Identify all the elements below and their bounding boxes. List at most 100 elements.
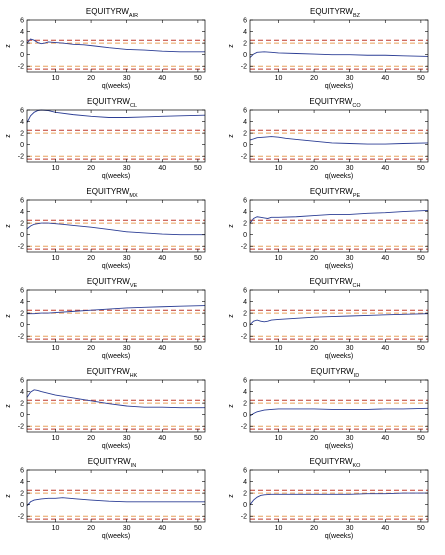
chart-title-main: EQUITYRW	[87, 367, 130, 376]
plot-frame	[26, 109, 206, 163]
y-tick-label: 0	[243, 232, 247, 239]
y-tick-label: 0	[20, 142, 24, 149]
chart-title-main: EQUITYRW	[88, 457, 131, 466]
x-tick-label: 10	[52, 525, 60, 532]
y-tick-label: 6	[20, 198, 24, 205]
chart-title-subscript: MX	[129, 193, 138, 199]
y-axis-label: z	[5, 224, 12, 228]
y-axis-label: z	[228, 134, 235, 138]
y-tick-label: 0	[20, 322, 24, 329]
subplot-ko: EQUITYRWKO -2 0 2 4 6 10 20 30 40 50 q(weeks) z	[228, 457, 429, 540]
y-tick-label: 6	[20, 18, 24, 25]
x-tick-label: 10	[275, 165, 283, 172]
chart-title: EQUITYRWIN	[88, 457, 136, 469]
subplot-id: EQUITYRWID -2 0 2 4 6 10 20 30 40 50 q(weeks) z	[228, 367, 429, 450]
x-tick-label: 40	[158, 435, 166, 442]
series-line	[249, 51, 429, 58]
x-tick-label: 10	[275, 75, 283, 82]
x-tick-label: 40	[381, 525, 389, 532]
chart-title-subscript: VE	[130, 283, 138, 289]
y-tick-label: 6	[20, 378, 24, 385]
x-tick-label: 40	[158, 255, 166, 262]
x-tick-label: 50	[194, 435, 202, 442]
x-tick-label: 30	[123, 255, 131, 262]
chart-title-subscript: BZ	[353, 13, 361, 19]
y-axis-label: z	[5, 314, 12, 318]
chart-title-main: EQUITYRW	[310, 457, 353, 466]
x-tick-label: 10	[52, 165, 60, 172]
x-axis-label: q(weeks)	[102, 263, 130, 270]
subplot-ch: EQUITYRWCH -2 0 2 4 6 10 20 30 40 50 q(weeks) z	[228, 277, 429, 360]
x-axis-label: q(weeks)	[325, 353, 353, 360]
chart-title: EQUITYRWHK	[87, 367, 138, 379]
y-tick-label: 4	[20, 209, 24, 216]
chart-title: EQUITYRWAIR	[86, 7, 138, 19]
chart-title: EQUITYRWKO	[310, 457, 362, 469]
x-tick-label: 50	[194, 75, 202, 82]
y-tick-label: 2	[20, 401, 24, 408]
x-tick-label: 20	[310, 435, 318, 442]
plot-frame	[249, 199, 429, 253]
chart-title-subscript: CL	[130, 103, 137, 109]
y-tick-label: 2	[243, 131, 247, 138]
x-tick-label: 40	[381, 165, 389, 172]
y-tick-label: 0	[20, 52, 24, 59]
y-tick-label: 6	[243, 18, 247, 25]
chart-title-subscript: HK	[130, 373, 138, 379]
x-tick-label: 20	[87, 75, 95, 82]
series-line	[249, 407, 429, 417]
y-tick-label: 0	[243, 502, 247, 509]
x-tick-label: 10	[275, 345, 283, 352]
y-tick-label: 4	[20, 479, 24, 486]
y-tick-label: 6	[20, 108, 24, 115]
y-tick-label: 2	[243, 491, 247, 498]
chart-title: EQUITYRWVE	[87, 277, 138, 289]
chart-title: EQUITYRWMX	[86, 187, 138, 199]
y-tick-label: 0	[243, 52, 247, 59]
y-tick-label: 4	[243, 119, 247, 126]
y-tick-label: -2	[241, 244, 247, 251]
chart-title: EQUITYRWID	[311, 367, 359, 379]
x-axis-label: q(weeks)	[102, 173, 130, 180]
x-axis-label: q(weeks)	[102, 443, 130, 450]
x-axis-label: q(weeks)	[325, 263, 353, 270]
x-tick-label: 20	[87, 435, 95, 442]
chart-title-main: EQUITYRW	[87, 97, 130, 106]
y-tick-label: 2	[243, 311, 247, 318]
chart-title: EQUITYRWCL	[87, 97, 137, 109]
subplot-mx: EQUITYRWMX -2 0 2 4 6 10 20 30 40 50 q(weeks) z	[5, 187, 206, 270]
x-tick-label: 20	[310, 255, 318, 262]
x-tick-label: 50	[194, 525, 202, 532]
x-tick-label: 20	[310, 165, 318, 172]
subplot-co: EQUITYRWCO -2 0 2 4 6 10 20 30 40 50 q(weeks) z	[228, 97, 429, 180]
x-tick-label: 40	[381, 435, 389, 442]
x-axis-label: q(weeks)	[325, 533, 353, 540]
series-line	[26, 38, 205, 53]
plot-frame	[26, 199, 206, 253]
x-tick-label: 30	[123, 75, 131, 82]
x-tick-label: 20	[310, 345, 318, 352]
y-tick-label: 4	[243, 29, 247, 36]
chart-title-subscript: IN	[131, 463, 137, 469]
y-tick-label: -2	[241, 154, 247, 161]
plot-frame	[26, 379, 206, 433]
y-tick-label: 6	[243, 468, 247, 475]
x-tick-label: 30	[123, 345, 131, 352]
x-tick-label: 30	[346, 525, 354, 532]
x-tick-label: 10	[52, 435, 60, 442]
series-line	[249, 136, 429, 145]
chart-title: EQUITYRWBZ	[310, 7, 361, 19]
subplot-bz: EQUITYRWBZ -2 0 2 4 6 10 20 30 40 50 q(weeks) z	[228, 7, 429, 90]
y-tick-label: 6	[243, 198, 247, 205]
y-tick-label: 4	[20, 389, 24, 396]
x-tick-label: 50	[194, 345, 202, 352]
x-tick-label: 30	[346, 75, 354, 82]
plot-frame	[249, 109, 429, 163]
x-tick-label: 10	[275, 525, 283, 532]
y-tick-label: -2	[18, 154, 24, 161]
y-tick-label: 2	[20, 41, 24, 48]
chart-title-main: EQUITYRW	[310, 7, 353, 16]
y-axis-label: z	[5, 404, 12, 408]
chart-title: EQUITYRWCH	[310, 277, 361, 289]
y-tick-label: 2	[20, 491, 24, 498]
